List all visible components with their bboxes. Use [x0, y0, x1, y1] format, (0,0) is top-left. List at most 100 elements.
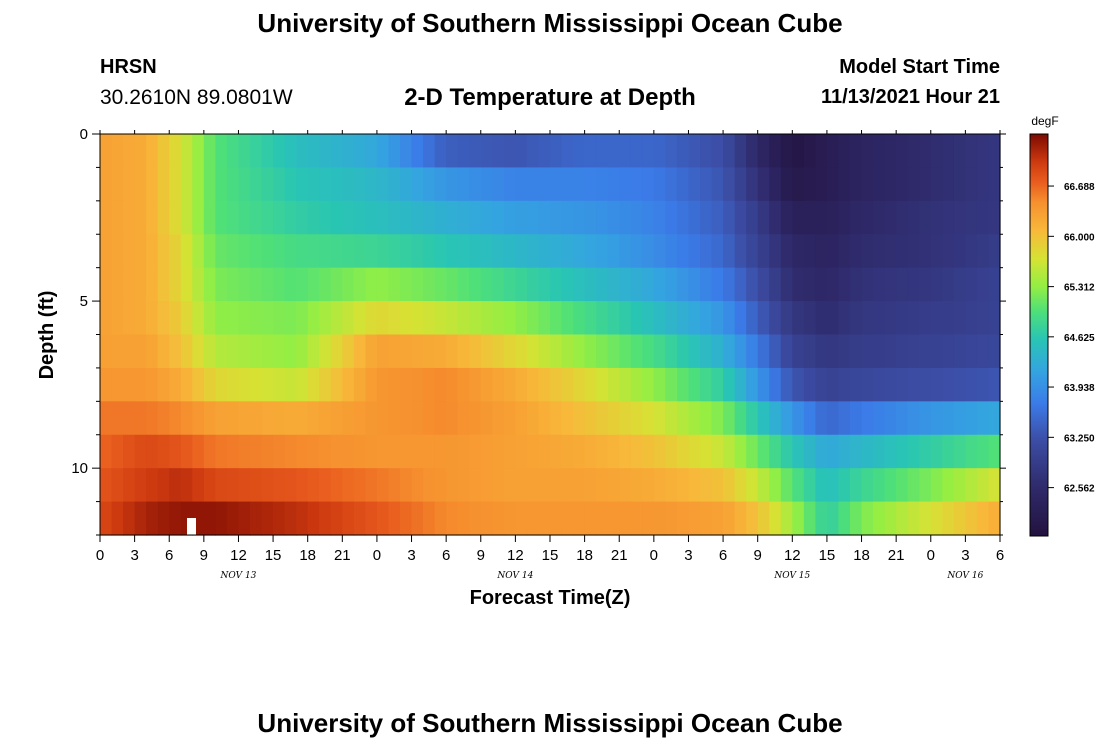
heatmap-cell	[573, 501, 586, 536]
heatmap-cell	[446, 468, 459, 503]
heatmap-cell	[134, 301, 147, 336]
heatmap-cell	[596, 200, 609, 235]
heatmap-cell	[261, 200, 274, 235]
heatmap-cell	[100, 200, 113, 235]
heatmap-cell	[503, 200, 516, 235]
heatmap-cell	[226, 167, 240, 202]
heatmap-cell	[400, 401, 413, 436]
heatmap-cell	[434, 267, 447, 302]
heatmap-cell	[261, 501, 274, 536]
heatmap-cell	[919, 134, 932, 169]
heatmap-cell	[538, 167, 551, 202]
heatmap-cell	[757, 134, 770, 169]
heatmap-cell	[792, 234, 805, 269]
heatmap-cell	[757, 167, 770, 202]
heatmap-cell	[573, 134, 586, 169]
heatmap-cell	[146, 267, 159, 302]
heatmap-cell	[215, 468, 228, 503]
heatmap-cell	[180, 267, 193, 302]
heatmap-cell	[711, 167, 724, 202]
heatmap-cell	[803, 234, 816, 269]
heatmap-cell	[988, 301, 1001, 336]
heatmap-cell	[400, 468, 413, 503]
heatmap-cell	[769, 367, 782, 402]
heatmap-cell	[480, 367, 493, 402]
heatmap-cell	[826, 200, 840, 235]
heatmap-cell	[653, 234, 666, 269]
x-tick-label: 18	[299, 547, 316, 564]
x-tick-label: 6	[719, 547, 727, 564]
temperature-depth-chart: 0 3 6 9 12 15 18 21 0 3 6 9 12 15 18 21 0 3 6 9 12 15 18 21 0 3 6 N…	[36, 114, 1095, 609]
heatmap-cell	[492, 401, 505, 436]
heatmap-cell	[284, 367, 297, 402]
heatmap-cell	[284, 234, 297, 269]
heatmap-cell	[861, 267, 874, 302]
heatmap-cell	[146, 434, 159, 469]
heatmap-cell	[100, 234, 113, 269]
heatmap-cell	[815, 234, 828, 269]
x-tick-label: 18	[576, 547, 593, 564]
heatmap-cell	[446, 367, 459, 402]
heatmap-cell	[307, 334, 320, 369]
heatmap-cells	[100, 134, 1001, 536]
heatmap-cell	[700, 434, 713, 469]
heatmap-cell	[192, 200, 205, 235]
heatmap-cell	[515, 401, 528, 436]
heatmap-cell	[711, 267, 724, 302]
heatmap-cell	[896, 167, 909, 202]
heatmap-cell	[457, 367, 470, 402]
heatmap-cell	[457, 134, 470, 169]
heatmap-cell	[480, 434, 493, 469]
heatmap-cell	[388, 401, 401, 436]
heatmap-cell	[607, 267, 620, 302]
heatmap-cell	[296, 501, 309, 536]
heatmap-cell	[861, 468, 874, 503]
heatmap-cell	[700, 267, 713, 302]
heatmap-cell	[492, 367, 505, 402]
y-axis: 0 5 10	[71, 126, 1006, 536]
heatmap-cell	[792, 468, 805, 503]
heatmap-cell	[411, 468, 424, 503]
heatmap-cell	[942, 267, 955, 302]
heatmap-cell	[111, 200, 124, 235]
heatmap-cell	[284, 167, 297, 202]
colorbar-gradient	[1029, 133, 1049, 537]
heatmap-cell	[423, 167, 436, 202]
heatmap-cell	[146, 134, 159, 169]
heatmap-cell	[157, 267, 170, 302]
heatmap-cell	[723, 501, 736, 536]
heatmap-cell	[700, 334, 713, 369]
heatmap-cell	[376, 134, 390, 169]
heatmap-cell	[619, 301, 632, 336]
heatmap-cell	[330, 434, 343, 469]
heatmap-cell	[688, 434, 701, 469]
heatmap-cell	[826, 468, 840, 503]
heatmap-cell	[423, 468, 436, 503]
heatmap-cell	[146, 301, 159, 336]
heatmap-cell	[203, 434, 216, 469]
heatmap-cell	[676, 501, 690, 536]
heatmap-cell	[503, 434, 516, 469]
heatmap-cell	[907, 501, 920, 536]
heatmap-cell	[711, 334, 724, 369]
heatmap-cell	[896, 301, 909, 336]
heatmap-cell	[965, 367, 978, 402]
heatmap-cell	[100, 401, 113, 436]
heatmap-cell	[584, 167, 597, 202]
heatmap-cell	[353, 267, 366, 302]
heatmap-cell	[192, 434, 205, 469]
colorbar-tick-label: 64.625	[1064, 333, 1095, 344]
heatmap-cell	[642, 200, 655, 235]
heatmap-cell	[342, 234, 355, 269]
date-label: NOV 15	[773, 571, 810, 581]
heatmap-cell	[815, 267, 828, 302]
heatmap-cell	[642, 301, 655, 336]
heatmap-cell	[376, 367, 390, 402]
heatmap-cell	[376, 501, 390, 536]
heatmap-cell	[561, 134, 574, 169]
heatmap-cell	[884, 134, 897, 169]
heatmap-cell	[746, 334, 759, 369]
heatmap-cell	[711, 501, 724, 536]
heatmap-cell	[769, 434, 782, 469]
heatmap-cell	[976, 501, 990, 536]
